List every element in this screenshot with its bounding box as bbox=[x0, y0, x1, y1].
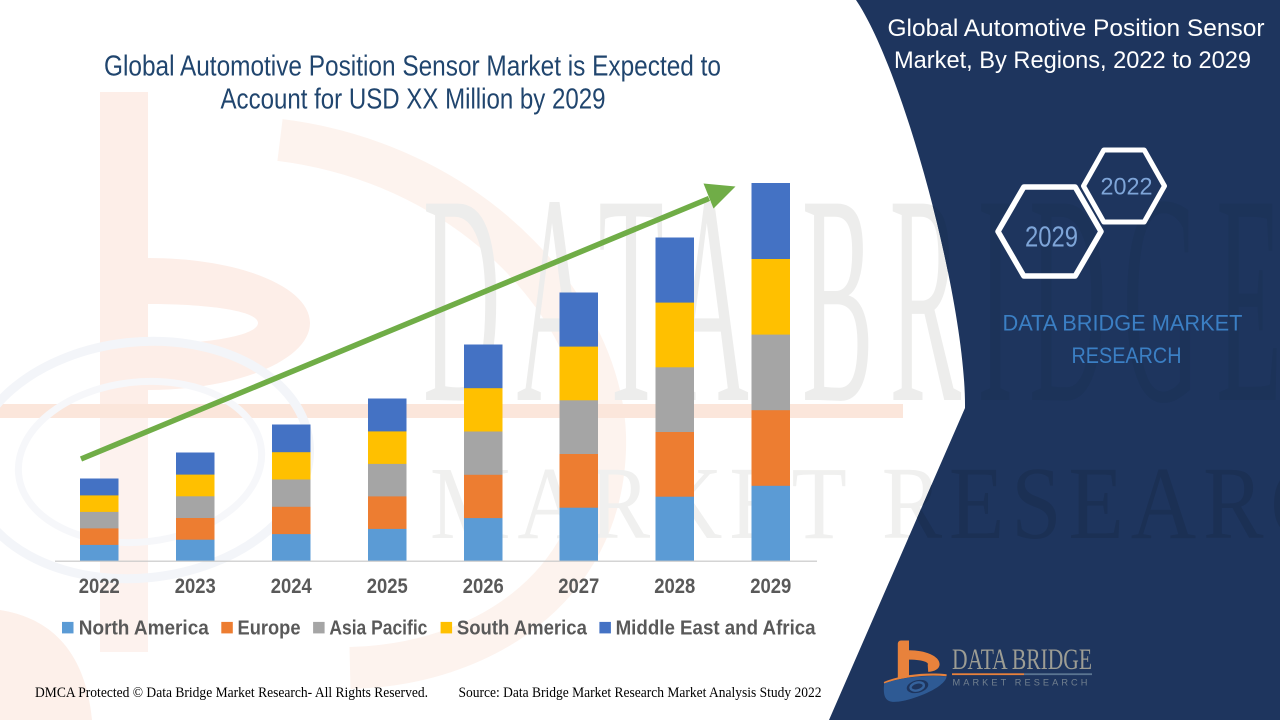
svg-text:2024: 2024 bbox=[271, 575, 312, 598]
svg-text:2029: 2029 bbox=[750, 575, 791, 598]
svg-text:Account for USD XX Million by: Account for USD XX Million by 2029 bbox=[221, 84, 606, 116]
svg-text:Europe: Europe bbox=[238, 618, 301, 640]
svg-text:RESEARCH: RESEARCH bbox=[1072, 343, 1182, 368]
svg-text:2027: 2027 bbox=[558, 575, 599, 598]
svg-text:2028: 2028 bbox=[654, 575, 695, 598]
svg-text:DATA BRIDGE MARKET: DATA BRIDGE MARKET bbox=[1003, 311, 1243, 336]
svg-text:Source: Data Bridge Market Res: Source: Data Bridge Market Research Mark… bbox=[459, 685, 822, 701]
svg-text:Middle East and Africa: Middle East and Africa bbox=[616, 618, 817, 640]
svg-text:2025: 2025 bbox=[367, 575, 408, 598]
svg-text:DATA BRIDGE: DATA BRIDGE bbox=[952, 643, 1092, 676]
svg-text:Asia Pacific: Asia Pacific bbox=[329, 618, 427, 640]
svg-text:Global Automotive Position Sen: Global Automotive Position Sensor Market… bbox=[104, 51, 721, 83]
svg-text:MARKET RESEARCH: MARKET RESEARCH bbox=[953, 678, 1091, 688]
svg-text:DMCA Protected © Data Bridge M: DMCA Protected © Data Bridge Market Rese… bbox=[35, 685, 428, 701]
svg-text:Market, By Regions, 2022 to 20: Market, By Regions, 2022 to 2029 bbox=[894, 47, 1251, 74]
svg-text:2026: 2026 bbox=[463, 575, 504, 598]
svg-text:South America: South America bbox=[457, 618, 588, 640]
svg-text:Global Automotive Position Sen: Global Automotive Position Sensor bbox=[888, 15, 1265, 42]
svg-text:North America: North America bbox=[79, 618, 210, 640]
svg-text:2023: 2023 bbox=[175, 575, 216, 598]
svg-text:2029: 2029 bbox=[1025, 222, 1078, 254]
svg-text:2022: 2022 bbox=[79, 575, 120, 598]
svg-text:2022: 2022 bbox=[1101, 174, 1153, 201]
